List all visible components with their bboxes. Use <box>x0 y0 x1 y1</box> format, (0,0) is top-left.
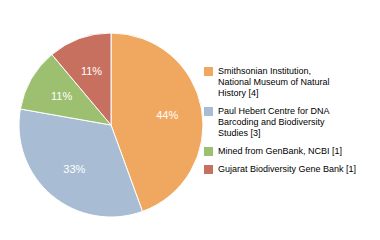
svg-text:33%: 33% <box>63 163 85 175</box>
html-text:History [4]: History [4] <box>218 87 259 98</box>
html-text:Smithsonian Institution,: Smithsonian Institution, <box>218 65 312 76</box>
svg-text:44%: 44% <box>156 109 178 121</box>
svg-text:11%: 11% <box>81 65 102 77</box>
html-text:National Museum of Natural: National Museum of Natural <box>218 76 330 87</box>
html-text:Barcoding and Biodiversity: Barcoding and Biodiversity <box>218 116 325 127</box>
html-text:Studies [3]: Studies [3] <box>218 127 261 138</box>
svg-text:11%: 11% <box>51 90 72 102</box>
html-text:Mined from GenBank, NCBI [1]: Mined from GenBank, NCBI [1] <box>218 145 343 156</box>
html-text:Gujarat Biodiversity Gene Bank: Gujarat Biodiversity Gene Bank [1] <box>218 163 357 174</box>
html-text:Paul Hebert Centre for DNA: Paul Hebert Centre for DNA <box>218 105 330 116</box>
